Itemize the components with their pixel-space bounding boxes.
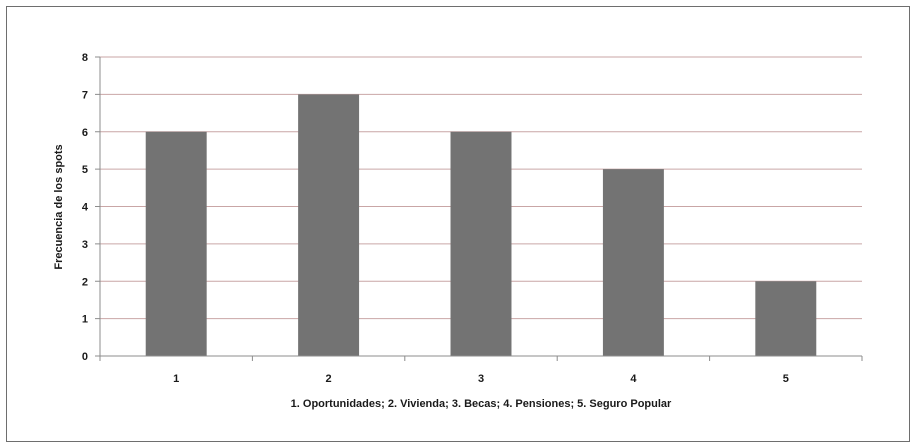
- y-tick-label: 8: [82, 52, 88, 64]
- y-tick-label: 5: [82, 164, 88, 176]
- y-tick-label: 0: [82, 351, 88, 363]
- y-tick-label: 6: [82, 127, 88, 139]
- x-tick-label: 2: [326, 373, 332, 385]
- y-tick-label: 2: [82, 276, 88, 288]
- x-tick-labels: 1 2 3 4 5: [99, 356, 863, 385]
- y-tick-label: 1: [82, 314, 88, 326]
- x-axis-title: 1. Oportunidades; 2. Vivienda; 3. Becas;…: [291, 398, 672, 410]
- x-tick-label: 5: [783, 373, 789, 385]
- bar-2: [298, 94, 360, 356]
- y-tick-labels: 0 1 2 3 4 5 6 7 8: [82, 52, 100, 363]
- x-tick-label: 4: [630, 373, 637, 385]
- x-tick-label: 1: [173, 373, 179, 385]
- bar-4: [602, 169, 664, 356]
- x-tick-label: 3: [478, 373, 484, 385]
- bar-1: [145, 131, 207, 356]
- bar-5: [755, 281, 817, 356]
- bars: [145, 94, 817, 356]
- y-tick-label: 3: [82, 239, 88, 251]
- y-tick-label: 7: [82, 89, 88, 101]
- y-tick-label: 4: [82, 202, 89, 214]
- bar-3: [450, 131, 512, 356]
- y-axis-title: Frecuencia de los spots: [53, 144, 65, 269]
